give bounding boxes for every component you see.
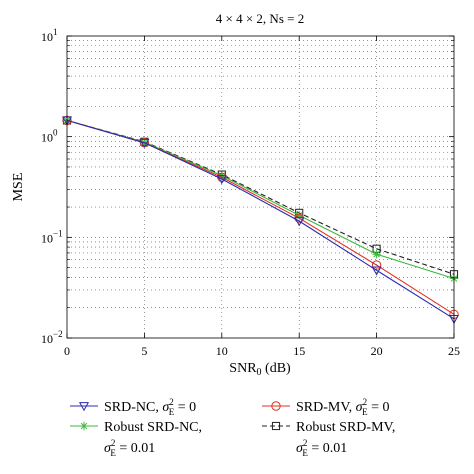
legend-swatch-marker bbox=[78, 402, 90, 412]
x-tick-label: 20 bbox=[371, 344, 383, 358]
y-tick-label: 10−2 bbox=[41, 329, 63, 346]
x-tick-label: 0 bbox=[64, 344, 70, 358]
x-axis-title-unit: (dB) bbox=[262, 361, 292, 376]
x-tick-label: 5 bbox=[141, 344, 147, 358]
y-tick-label: 101 bbox=[41, 27, 58, 44]
legend-label: SRD-MV, σ2 E = 0 bbox=[296, 397, 389, 417]
series-line bbox=[66, 119, 455, 315]
data-point bbox=[371, 260, 382, 270]
data-point bbox=[295, 211, 304, 220]
data-point bbox=[139, 138, 150, 148]
y-axis-title: MSE bbox=[11, 173, 26, 202]
y-tick-label: 10−1 bbox=[41, 228, 63, 245]
x-axis-title: SNR0 (dB) bbox=[229, 361, 291, 378]
data-point bbox=[372, 249, 381, 259]
x-axis-title-subscript: 0 bbox=[257, 367, 262, 378]
series-line bbox=[66, 119, 455, 320]
data-point bbox=[294, 217, 305, 227]
legend-label: Robust SRD-NC, bbox=[104, 420, 202, 435]
legend-swatch-marker bbox=[79, 421, 89, 431]
plot-frame bbox=[66, 35, 455, 339]
legend-swatch-marker bbox=[271, 421, 281, 431]
x-tick-label: 15 bbox=[293, 344, 305, 358]
legend-label-condition: σ2 E = 0.01 bbox=[104, 438, 155, 458]
y-tick-label: 100 bbox=[41, 128, 58, 145]
legend-label: Robust SRD-MV, bbox=[296, 420, 395, 435]
x-axis-ticks: 0 5 10 15 20 25 bbox=[64, 36, 460, 358]
legend-swatch-marker bbox=[271, 401, 281, 411]
x-tick-label: 10 bbox=[216, 344, 228, 358]
x-tick-label: 25 bbox=[448, 344, 460, 358]
legend-label-condition: σ2 E = 0.01 bbox=[296, 438, 347, 458]
y-axis-ticks: 10−2 10−1 100 101 bbox=[41, 27, 454, 346]
data-point bbox=[216, 175, 227, 185]
data-point bbox=[371, 266, 382, 276]
chart-title: 4 × 4 × 2, Ns = 2 bbox=[216, 11, 304, 26]
grid bbox=[67, 36, 454, 338]
legend: SRD-NC, σ2 E = 0 SRD-MV, σ2 E = 0 Robust SRD… bbox=[70, 397, 395, 458]
series-group bbox=[61, 115, 460, 325]
legend-label: SRD-NC, σ2 E = 0 bbox=[104, 397, 196, 417]
